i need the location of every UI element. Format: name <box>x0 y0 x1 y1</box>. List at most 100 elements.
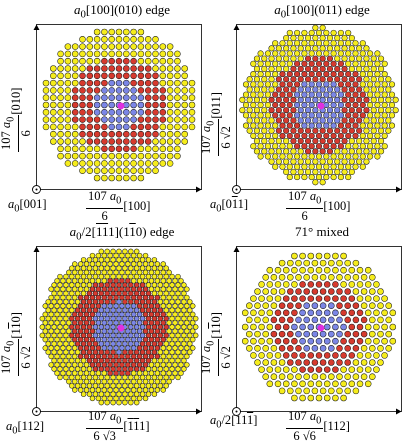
atom <box>166 336 172 343</box>
atom <box>101 320 107 326</box>
atom <box>385 330 392 338</box>
atom <box>326 148 334 155</box>
atom <box>190 328 196 334</box>
atom <box>315 60 323 67</box>
atom <box>334 55 341 62</box>
atom <box>262 330 269 338</box>
atom <box>77 286 84 292</box>
atom <box>334 34 341 42</box>
atom <box>261 86 268 93</box>
atom <box>79 57 86 65</box>
atom <box>110 307 116 313</box>
atom <box>71 43 79 50</box>
atom <box>264 143 271 150</box>
atom <box>388 101 396 109</box>
atom <box>139 383 146 389</box>
atom <box>166 328 172 334</box>
atom <box>359 112 366 119</box>
atom <box>116 282 122 288</box>
atom <box>83 278 90 284</box>
atom <box>278 387 286 395</box>
atom <box>304 158 312 165</box>
atom <box>299 366 306 373</box>
atom <box>101 278 107 284</box>
atom <box>337 122 344 129</box>
atom <box>130 57 137 65</box>
atom <box>130 50 137 58</box>
atom <box>144 72 152 80</box>
atom <box>72 370 78 376</box>
atom <box>77 378 84 385</box>
atom <box>341 117 348 124</box>
atom <box>145 391 152 397</box>
atom <box>139 299 146 305</box>
atom <box>301 143 308 150</box>
atom <box>323 101 330 109</box>
atom <box>130 65 137 72</box>
atom <box>274 366 282 373</box>
atom <box>303 288 310 295</box>
atom <box>315 153 323 160</box>
atom <box>363 96 370 103</box>
atom <box>319 158 326 165</box>
atom <box>131 320 137 326</box>
atom <box>295 259 302 267</box>
origin-axis-marker <box>32 185 41 194</box>
atom <box>348 366 356 373</box>
atom <box>108 50 115 58</box>
atom <box>377 55 385 62</box>
atom <box>71 152 79 160</box>
atom <box>101 123 108 131</box>
atom <box>128 374 134 381</box>
atom <box>151 349 158 355</box>
atom <box>142 278 149 284</box>
atom <box>123 43 130 50</box>
atom <box>148 261 155 267</box>
atom <box>66 320 72 326</box>
atom <box>253 86 261 93</box>
atom <box>57 123 64 131</box>
atom <box>341 65 348 73</box>
atom <box>348 380 356 388</box>
atom <box>242 81 250 88</box>
atom <box>337 60 344 67</box>
atom <box>123 87 130 94</box>
atom <box>332 252 339 260</box>
atom <box>131 269 137 276</box>
atom <box>345 60 352 67</box>
atom <box>86 257 93 263</box>
atom <box>71 57 79 65</box>
atom <box>169 290 175 297</box>
atom <box>301 60 308 67</box>
panel-title-1: a0[100](010) edge <box>73 2 171 21</box>
atom <box>279 163 286 170</box>
atom <box>301 91 308 98</box>
atom <box>297 137 304 145</box>
atom <box>388 122 396 129</box>
atom <box>131 378 137 385</box>
atom <box>328 373 335 380</box>
atom <box>104 391 110 397</box>
atom <box>113 362 119 368</box>
atom <box>159 116 167 123</box>
y-axis-label-4: 107 a0 6 √2 [110] <box>199 312 234 376</box>
atom <box>287 373 294 380</box>
atom <box>187 307 193 313</box>
atom <box>125 294 131 301</box>
atom <box>169 307 175 313</box>
atom <box>344 274 351 281</box>
atom <box>119 269 125 276</box>
atom <box>122 357 128 364</box>
atom <box>181 357 187 364</box>
atom <box>275 65 282 73</box>
atom <box>133 349 140 355</box>
atom <box>108 94 115 101</box>
atom <box>125 328 131 334</box>
atom <box>142 328 149 334</box>
atom <box>39 324 46 330</box>
atom <box>312 127 319 134</box>
atom <box>80 307 87 313</box>
atom <box>115 167 123 174</box>
atom <box>131 370 137 376</box>
atom <box>154 261 161 267</box>
